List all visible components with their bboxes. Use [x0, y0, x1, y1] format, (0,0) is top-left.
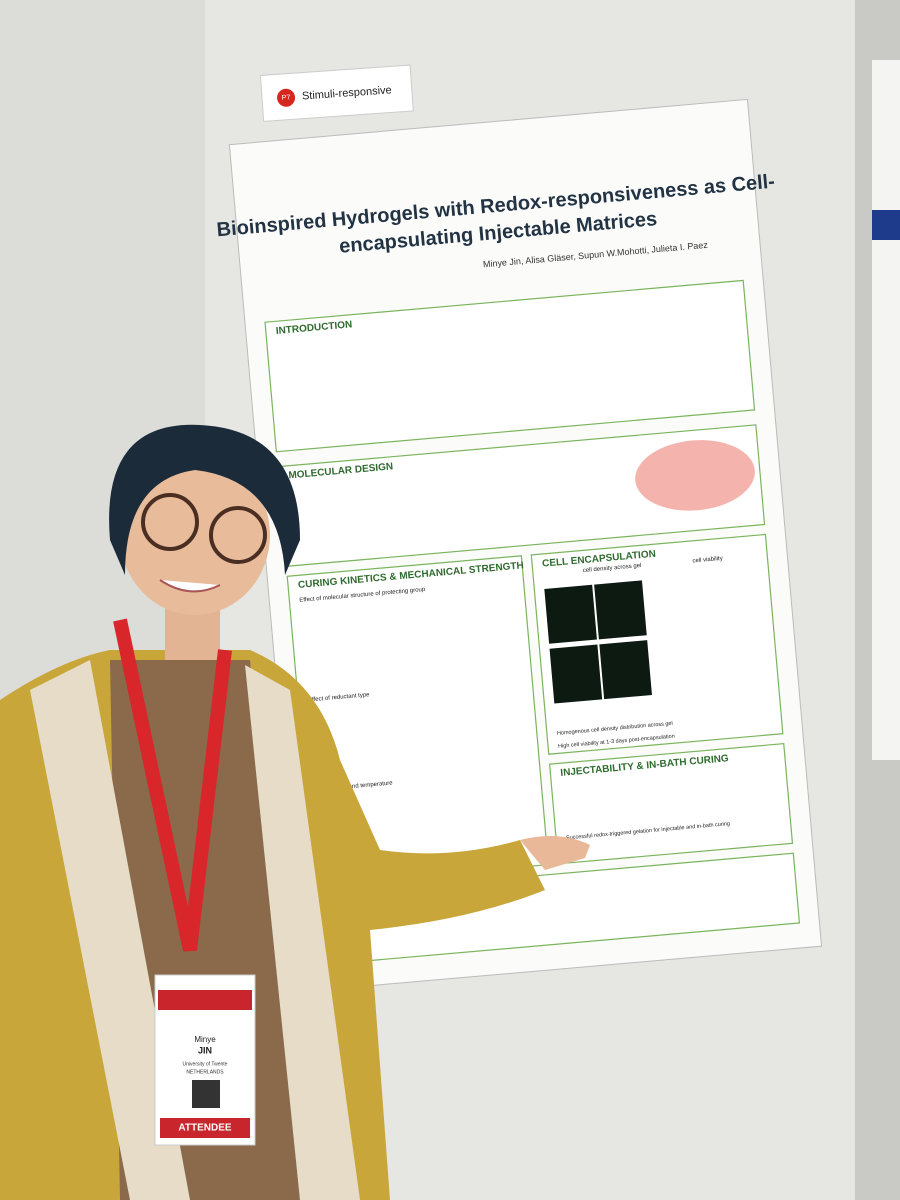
next-poster-flag: [872, 210, 900, 240]
sign-dot: [277, 88, 296, 107]
lanyard: [113, 618, 232, 952]
glasses: [141, 493, 199, 551]
microscopy-image: [594, 580, 647, 640]
badge-first-name: Minye: [194, 1035, 216, 1044]
badge-footer: [160, 1118, 250, 1138]
reductant-graphic: [635, 440, 755, 511]
subheading: cell viability: [692, 556, 723, 565]
microscopy-image: [544, 584, 597, 644]
subheading: Effect of reductant type: [308, 692, 371, 703]
next-poster: [872, 60, 900, 760]
hair: [109, 424, 300, 575]
badge-role: ATTENDEE: [178, 1123, 231, 1134]
microscopy-image: [549, 644, 603, 704]
badge-header: [158, 990, 252, 1010]
glasses: [209, 506, 267, 564]
badge-affiliation: University of Twente: [183, 1061, 228, 1067]
poster-panel: [264, 279, 756, 453]
jacket-lapel: [30, 660, 190, 1200]
microscopy-image: [599, 640, 652, 700]
poster-panel: [548, 743, 794, 865]
subheading: cell density across gel: [583, 563, 642, 574]
person: Minye JIN University of Twente NETHERLAN…: [0, 424, 590, 1200]
badge-last-name: JIN: [198, 1045, 212, 1055]
hand: [520, 836, 590, 870]
badge-country: NETHERLANDS: [186, 1069, 224, 1075]
sign: P7 Stimuli-responsive: [259, 64, 414, 122]
jacket-lapel: [245, 665, 360, 1200]
smile: [159, 579, 221, 593]
sign-card: [259, 64, 414, 122]
sign-number: P7: [282, 94, 291, 102]
qr-code: [192, 1080, 220, 1108]
